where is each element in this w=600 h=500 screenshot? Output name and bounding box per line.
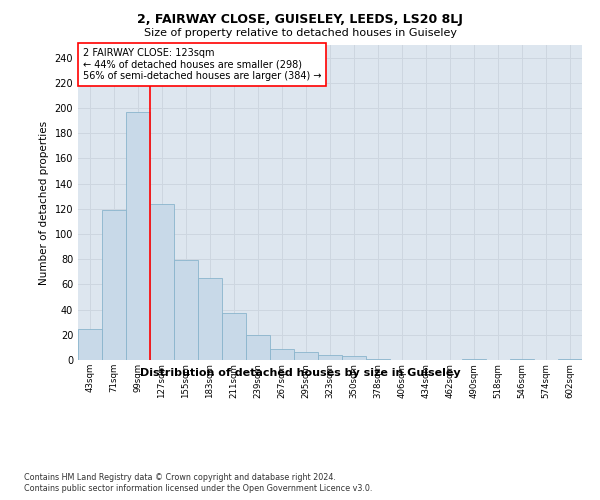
Text: Contains HM Land Registry data © Crown copyright and database right 2024.: Contains HM Land Registry data © Crown c…	[24, 472, 336, 482]
Bar	[318, 355, 342, 360]
Bar	[558, 358, 582, 360]
Text: 2, FAIRWAY CLOSE, GUISELEY, LEEDS, LS20 8LJ: 2, FAIRWAY CLOSE, GUISELEY, LEEDS, LS20 …	[137, 12, 463, 26]
Text: Size of property relative to detached houses in Guiseley: Size of property relative to detached ho…	[143, 28, 457, 38]
Bar	[366, 358, 390, 360]
Bar	[510, 358, 534, 360]
Bar	[78, 328, 102, 360]
Bar	[126, 112, 150, 360]
Bar	[198, 278, 222, 360]
Text: Contains public sector information licensed under the Open Government Licence v3: Contains public sector information licen…	[24, 484, 373, 493]
Y-axis label: Number of detached properties: Number of detached properties	[39, 120, 49, 284]
Bar	[342, 356, 366, 360]
Bar	[294, 352, 318, 360]
Bar	[174, 260, 198, 360]
Bar	[150, 204, 174, 360]
Bar	[462, 358, 486, 360]
Bar	[270, 348, 294, 360]
Text: Distribution of detached houses by size in Guiseley: Distribution of detached houses by size …	[140, 368, 460, 378]
Bar	[246, 335, 270, 360]
Text: 2 FAIRWAY CLOSE: 123sqm
← 44% of detached houses are smaller (298)
56% of semi-d: 2 FAIRWAY CLOSE: 123sqm ← 44% of detache…	[83, 48, 322, 82]
Bar	[222, 314, 246, 360]
Bar	[102, 210, 126, 360]
